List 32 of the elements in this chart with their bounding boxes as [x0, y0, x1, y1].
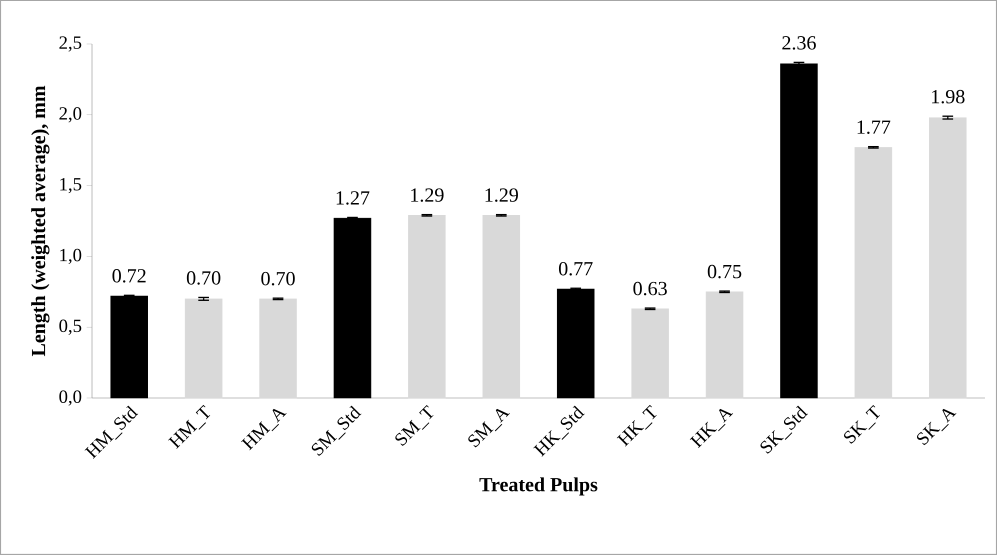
y-tick-label: 1,5 — [60, 178, 82, 194]
bar — [631, 308, 669, 398]
y-tick-label: 0,0 — [59, 390, 82, 406]
data-label: 2.36 — [782, 36, 816, 50]
data-label: 1.77 — [858, 120, 890, 134]
y-tick-label: 1,0 — [60, 248, 82, 264]
data-label: 1.29 — [486, 188, 518, 202]
y-axis-title: Length (weighted average), mm — [31, 86, 50, 356]
data-label: 0.70 — [186, 271, 220, 285]
data-label: 0.75 — [708, 264, 742, 278]
data-label: 0.63 — [633, 282, 667, 296]
data-label: 0.72 — [112, 269, 146, 283]
data-label: 0.77 — [558, 262, 593, 276]
bar — [854, 147, 892, 398]
bar — [408, 215, 446, 398]
data-label: 1.29 — [411, 188, 444, 202]
bar — [929, 117, 967, 398]
bar — [482, 215, 520, 398]
x-axis-title: Treated Pulps — [479, 477, 598, 496]
y-tick-label: 2,5 — [59, 36, 82, 52]
data-label: 1.98 — [932, 90, 965, 104]
data-label: 0.70 — [261, 272, 295, 286]
bar — [334, 218, 372, 398]
data-label: 1.27 — [336, 191, 370, 205]
y-tick-label: 0,5 — [59, 320, 82, 335]
bar — [110, 296, 148, 398]
bar — [184, 298, 222, 398]
bar — [556, 288, 594, 398]
y-tick-label: 2,0 — [59, 107, 82, 122]
bar — [259, 298, 297, 398]
bar — [706, 292, 744, 398]
bar — [780, 64, 818, 398]
